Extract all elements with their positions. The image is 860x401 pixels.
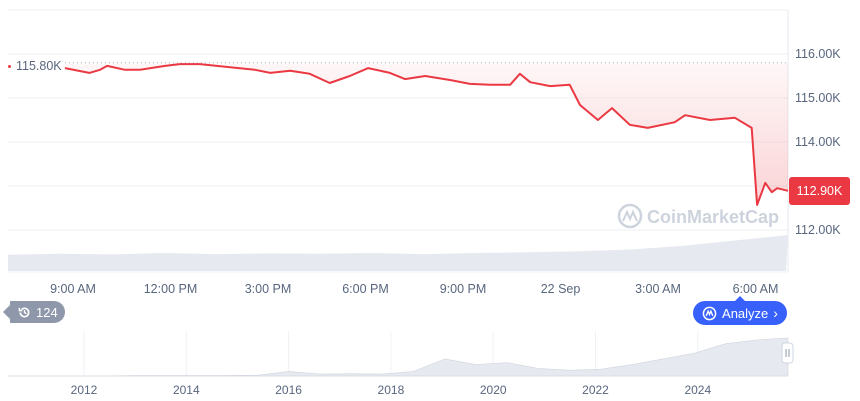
- analyze-button[interactable]: Analyze ›: [693, 296, 787, 325]
- x-tick-label: 12:00 PM: [144, 282, 198, 296]
- y-tick-label: 115.00K: [795, 91, 841, 105]
- history-badge[interactable]: 124: [3, 301, 65, 323]
- x-tick-label: 3:00 PM: [245, 282, 292, 296]
- reference-dot: [8, 64, 11, 68]
- price-fill: [64, 62, 788, 205]
- volume-area: [8, 235, 788, 271]
- x-tick-label: 9:00 PM: [440, 282, 487, 296]
- current-price-badge: 112.90K: [789, 177, 850, 205]
- cmc-ai-icon: [702, 306, 717, 320]
- analyze-label: Analyze: [722, 305, 769, 321]
- y-tick-label: 116.00K: [795, 47, 841, 61]
- navigator-area: [8, 337, 789, 377]
- price-line: [64, 63, 789, 206]
- navigator-year-label: 2022: [582, 383, 609, 397]
- x-tick-label: 6:00 AM: [733, 282, 779, 296]
- x-tick-label: 22 Sep: [541, 282, 581, 296]
- watermark: CoinMarketCap: [617, 203, 779, 229]
- x-tick-label: 9:00 AM: [50, 282, 96, 296]
- chevron-right-icon: ›: [773, 305, 778, 321]
- navigator-year-label: 2020: [480, 383, 507, 397]
- watermark-text: CoinMarketCap: [647, 207, 779, 227]
- coinmarketcap-logo-mark: [622, 209, 638, 222]
- y-tick-label: 114.00K: [795, 135, 841, 149]
- navigator-year-label: 2012: [71, 383, 98, 397]
- history-icon: [18, 306, 30, 317]
- navigator-year-label: 2018: [378, 383, 405, 397]
- navigator-year-label: 2024: [684, 383, 711, 397]
- history-count: 124: [36, 304, 58, 320]
- x-tick-label: 6:00 PM: [342, 282, 389, 296]
- reference-price-label: 115.80K: [8, 59, 62, 73]
- navigator-year-label: 2016: [275, 383, 302, 397]
- navigator-year-label: 2014: [173, 383, 200, 397]
- coinmarketcap-logo-icon: [617, 203, 643, 229]
- reference-price-text: 115.80K: [16, 59, 62, 73]
- navigator-handle[interactable]: [781, 342, 794, 364]
- y-tick-label: 112.00K: [795, 223, 841, 237]
- x-tick-label: 3:00 AM: [635, 282, 681, 296]
